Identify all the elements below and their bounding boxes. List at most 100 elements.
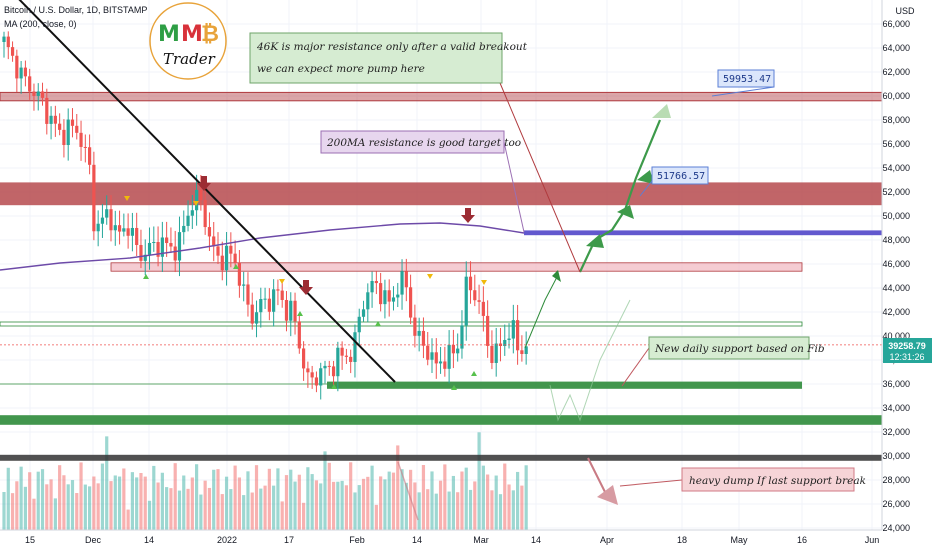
target-label-1[interactable]: 59953.47 — [717, 69, 775, 88]
volume-bar — [520, 485, 524, 530]
candle-body — [199, 189, 203, 201]
candle-body — [207, 227, 212, 237]
candle-body — [319, 368, 323, 386]
volume-bar — [126, 509, 130, 530]
volume-bar — [113, 475, 117, 530]
time-tick-label: 18 — [677, 535, 687, 545]
volume-bar — [143, 476, 147, 530]
volume-bar — [152, 465, 156, 530]
sell-marker-stem — [201, 176, 207, 183]
price-tick-label: 34,000 — [882, 403, 910, 413]
candle-body — [135, 227, 139, 245]
sell-marker — [299, 287, 313, 295]
last-price: 39258.79 — [888, 341, 926, 351]
candle-body — [186, 215, 190, 226]
candle-body — [477, 300, 481, 302]
candle-body — [353, 332, 357, 362]
candle-body — [447, 344, 451, 369]
volume-bar — [366, 476, 370, 530]
candle-body — [139, 244, 143, 261]
volume-bar — [473, 481, 477, 530]
candle-body — [88, 147, 92, 165]
candle-body — [331, 366, 336, 377]
volume-bar — [19, 466, 23, 530]
volume-bar — [96, 483, 100, 530]
candle-body — [173, 246, 177, 261]
volume-bar — [447, 491, 451, 530]
price-tick-label: 62,000 — [882, 67, 910, 77]
candle-body — [15, 55, 19, 79]
volume-bar — [387, 471, 391, 530]
volume-bar — [383, 479, 387, 530]
volume-bar — [319, 483, 323, 530]
candle-body — [468, 276, 473, 291]
zone-resistance — [0, 182, 882, 206]
candle-body — [117, 225, 122, 232]
volume-bar — [32, 498, 36, 530]
volume-bar — [460, 471, 464, 530]
candle-body — [379, 283, 383, 305]
candle-body — [464, 276, 468, 326]
volume-bar — [417, 492, 421, 530]
logo-letter-3: ₿ — [201, 22, 219, 47]
volume-bar — [92, 476, 96, 530]
volume-bar — [246, 471, 250, 530]
zone-resistance — [0, 91, 882, 102]
price-axis[interactable]: USD 24,000 26,000 28,000 30,000 32,000 34,000… — [881, 0, 915, 533]
candle-body — [511, 320, 515, 339]
volume-bar — [186, 488, 190, 530]
time-tick-label: 16 — [797, 535, 807, 545]
candle-body — [340, 347, 344, 356]
note-pointer — [499, 82, 581, 273]
dump-note[interactable]: heavy dump If last support break — [681, 467, 866, 492]
target-label-2[interactable]: 51766.57 — [651, 166, 709, 185]
time-tick-label: Jun — [865, 535, 880, 545]
candle-body — [130, 227, 134, 236]
candle-body — [421, 330, 426, 346]
volume-bar — [314, 480, 319, 530]
support-note[interactable]: New daily support based on Fib — [648, 336, 825, 360]
candle-body — [100, 217, 105, 224]
ma-note[interactable]: 200MA resistance is good target too — [320, 130, 521, 154]
target-pointer — [711, 86, 775, 97]
volume-bar — [306, 467, 310, 530]
candle-body — [263, 298, 267, 300]
volume-bar — [280, 501, 284, 530]
candle-body — [58, 123, 62, 130]
volume-bar — [490, 490, 494, 530]
last-price-tag: 39258.79 12:31:26 — [883, 338, 932, 363]
time-tick-label: 15 — [25, 535, 35, 545]
resistance-note-line1: 46K is major resistance only after a val… — [256, 41, 528, 53]
time-axis[interactable]: 15 Dec 14 2022 17 Feb 14 Mar 14 Apr 18 May 16 Jun — [0, 529, 882, 545]
volume-bar — [310, 474, 314, 530]
volume-bar — [340, 480, 344, 530]
candle-body — [336, 347, 340, 377]
candle-body — [357, 316, 361, 333]
price-tick-label: 32,000 — [882, 427, 910, 437]
sell-signal — [124, 196, 130, 201]
volume-bar — [177, 490, 182, 530]
buy-signal — [375, 321, 381, 326]
candle-body — [224, 245, 229, 271]
ma200-line — [0, 222, 525, 271]
price-tick-label: 64,000 — [882, 43, 910, 53]
volume-bar — [28, 472, 32, 530]
volume-bar — [135, 477, 139, 530]
resistance-note[interactable]: 46K is major resistance only after a val… — [249, 32, 528, 84]
price-tick-label: 60,000 — [882, 91, 910, 101]
candle-body — [36, 91, 40, 96]
price-tick-label: 28,000 — [882, 475, 910, 485]
volume-bar — [511, 490, 515, 530]
volume-bar — [122, 468, 126, 530]
time-tick-label: Dec — [85, 535, 102, 545]
candle-body — [156, 242, 160, 257]
volume-bar — [105, 436, 109, 530]
time-tick-label: May — [730, 535, 748, 545]
candle-body — [284, 299, 289, 321]
volume-bar — [284, 475, 289, 530]
volume-bar — [195, 464, 199, 530]
volume-bar — [117, 476, 122, 530]
volume-bar — [272, 485, 276, 530]
candle-body — [460, 325, 464, 349]
